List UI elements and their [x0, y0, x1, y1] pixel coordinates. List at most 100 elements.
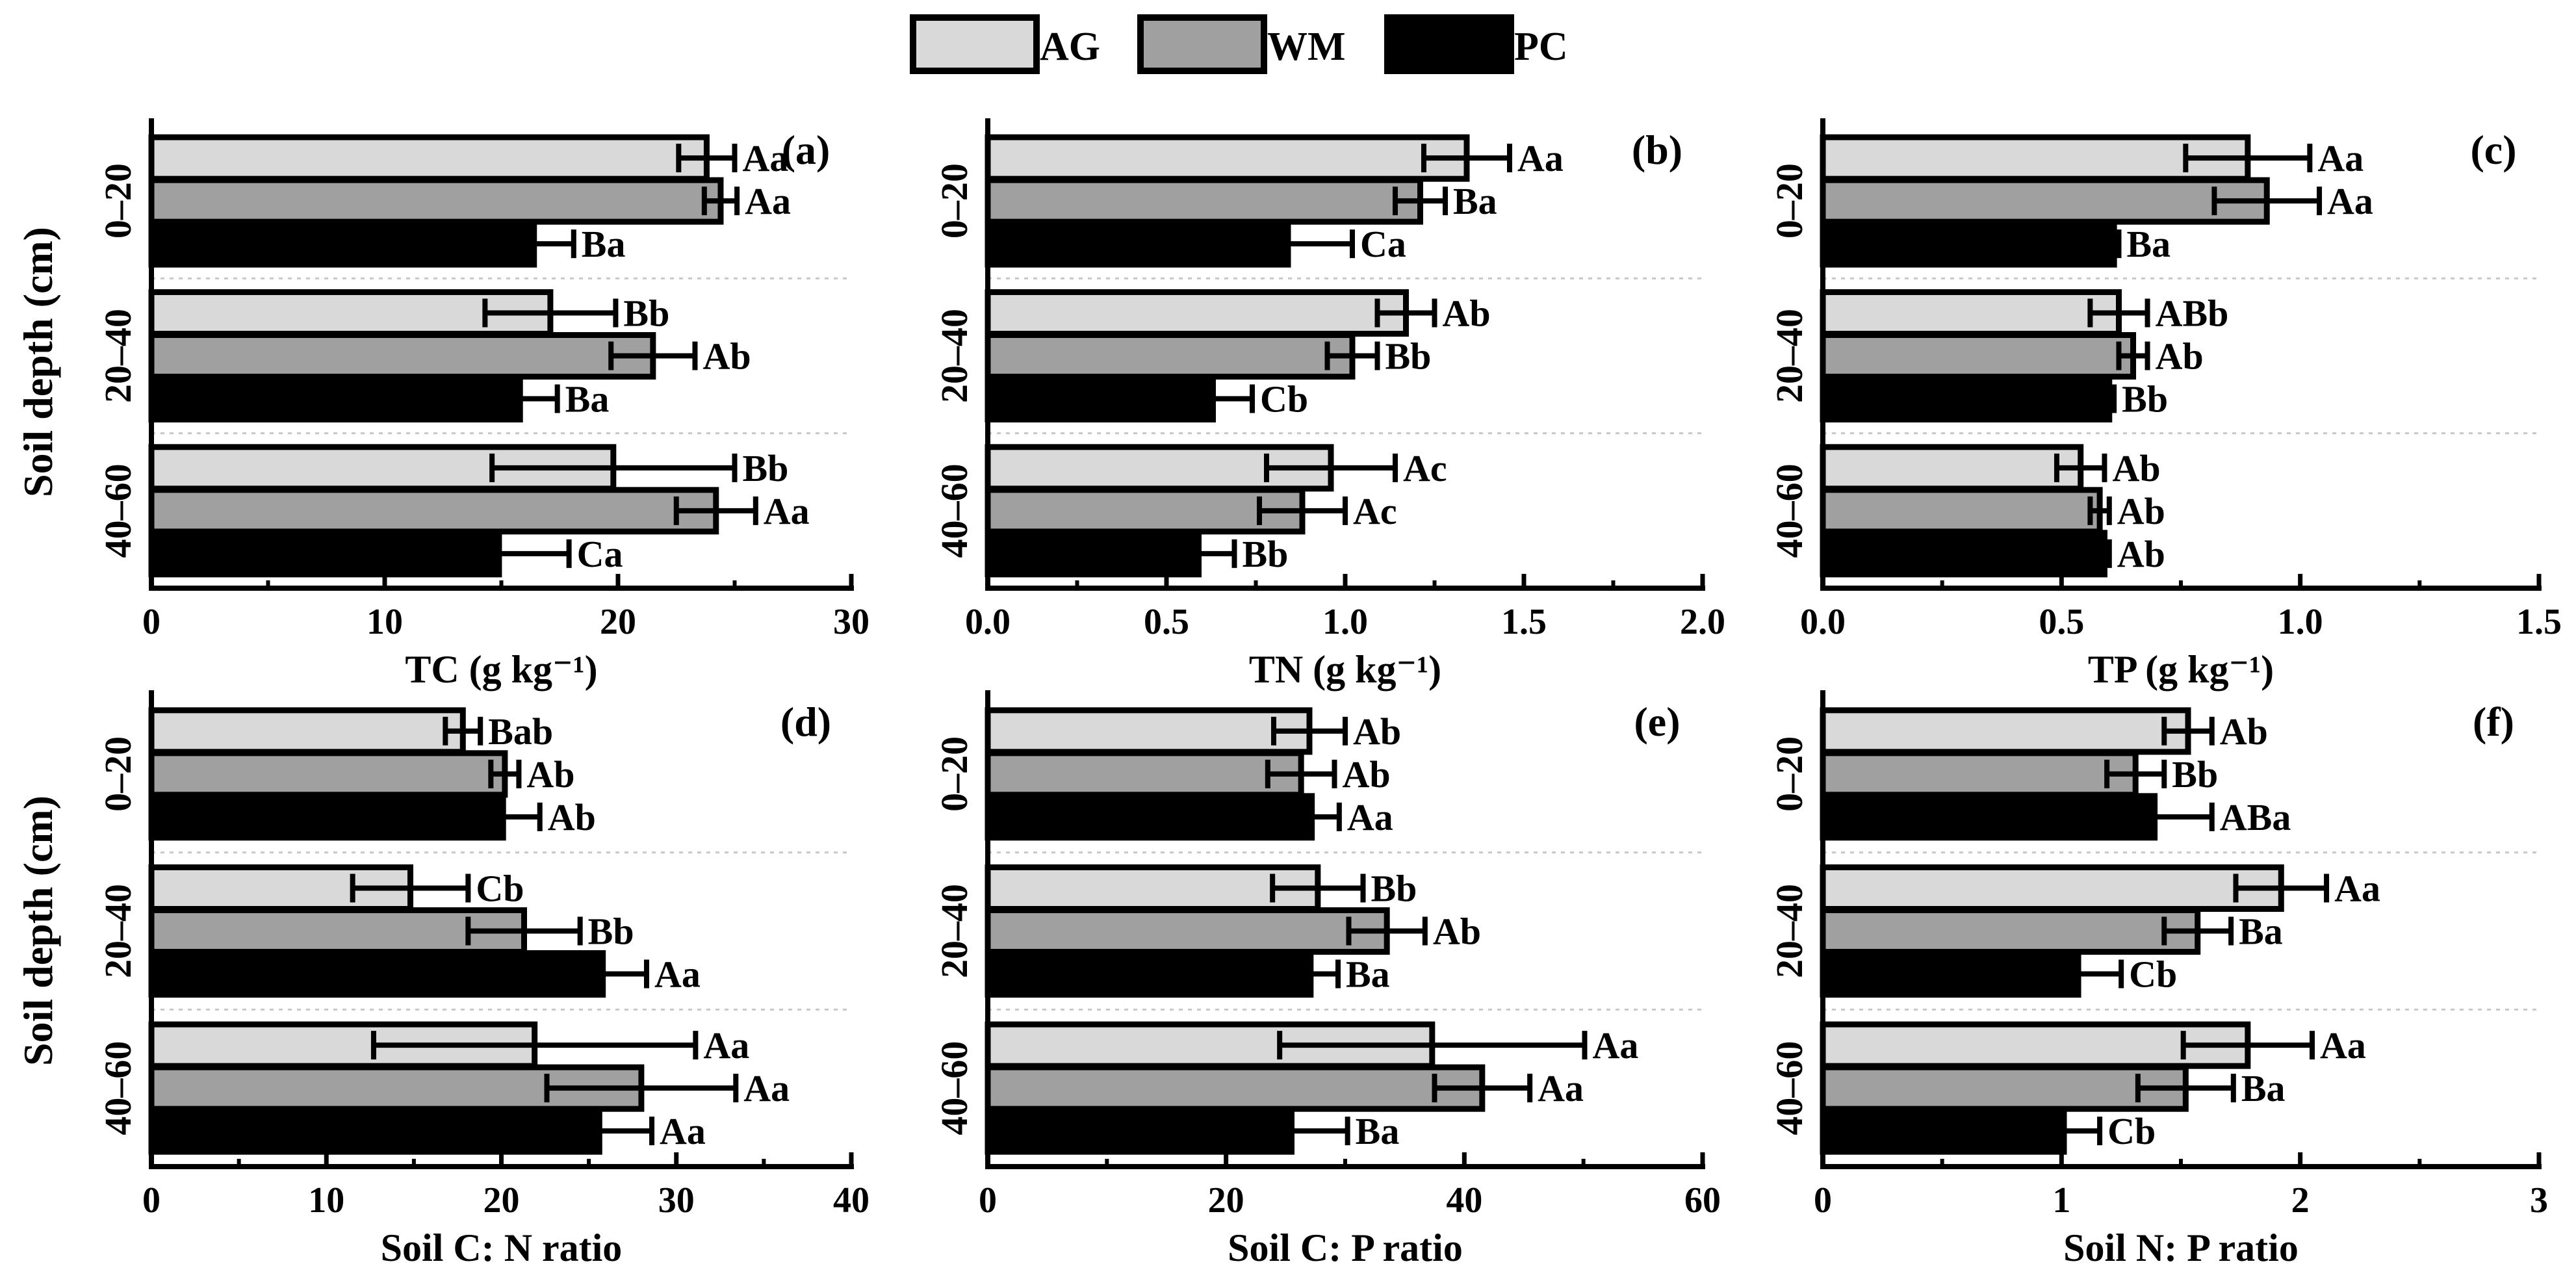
data-label: Ab: [702, 335, 751, 378]
data-label: Aa: [764, 490, 810, 532]
legend-swatch-ag: [910, 14, 1040, 74]
data-label: Ca: [1360, 223, 1406, 265]
x-tick-label: 40: [833, 1180, 869, 1221]
data-label: Bb: [2172, 753, 2218, 796]
bar: [985, 793, 1315, 841]
bar: [1820, 864, 2284, 912]
x-tick-label: 2.0: [1680, 602, 1725, 642]
x-tick-label: 0: [979, 1180, 997, 1221]
bar: [985, 907, 1390, 955]
bar: [985, 487, 1306, 535]
x-tick-label: 1.0: [1322, 602, 1368, 642]
data-label: Aa: [1593, 1024, 1639, 1067]
bar: [985, 750, 1304, 798]
bar: [985, 289, 1409, 337]
data-label: Aa: [1538, 1067, 1584, 1109]
bar: [1820, 289, 2122, 337]
x-axis-title: TP (g kg⁻¹): [2088, 648, 2274, 691]
x-tick-label: 1.5: [2516, 602, 2562, 642]
data-label: Cb: [1260, 378, 1308, 421]
data-label: Bb: [743, 447, 789, 489]
bar: [148, 707, 466, 755]
data-label: Bb: [2122, 378, 2168, 421]
x-tick-label: 40: [1446, 1180, 1482, 1221]
legend: AG WM PC: [910, 14, 1568, 74]
data-label: Ba: [1356, 1110, 1400, 1152]
x-tick-label: 0.5: [1144, 602, 1189, 642]
legend-label-ag: AG: [1040, 25, 1100, 69]
panel-label: (d): [780, 699, 831, 745]
x-axis-title: TC (g kg⁻¹): [405, 648, 597, 691]
data-label: Ac: [1353, 490, 1397, 532]
x-axis-title: Soil N: P ratio: [2063, 1226, 2299, 1269]
data-label: Ab: [526, 753, 574, 796]
bar: [1820, 444, 2084, 492]
bar: [148, 750, 508, 798]
panel-label: (c): [2470, 127, 2516, 173]
panel-label: (b): [1632, 127, 1682, 173]
depth-tick-label: 40–60: [97, 463, 139, 558]
data-label: Ba: [2239, 911, 2283, 953]
data-label: Ab: [2220, 710, 2268, 753]
data-label: ABa: [2220, 796, 2291, 838]
x-tick-label: 0: [142, 602, 161, 642]
bar: [1820, 907, 2201, 955]
data-label: Ab: [2156, 335, 2204, 378]
data-label: Ac: [1403, 447, 1447, 489]
depth-tick-label: 40–60: [97, 1041, 139, 1135]
data-label: Bb: [1371, 868, 1417, 910]
y-axis-title-bottom: Soil depth (cm): [15, 796, 61, 1066]
panel-label: (f): [2473, 699, 2514, 745]
bar: [148, 332, 656, 380]
x-axis-title: TN (g kg⁻¹): [1249, 648, 1441, 691]
depth-tick-label: 0–20: [1768, 736, 1810, 812]
data-label: Bb: [623, 292, 669, 335]
x-tick-label: 10: [308, 1180, 344, 1221]
bar: [148, 487, 719, 535]
data-label: Aa: [745, 180, 791, 222]
depth-tick-label: 20–40: [1768, 884, 1810, 978]
bar: [1820, 530, 2107, 578]
data-label: Ab: [2117, 490, 2165, 532]
data-label: Aa: [2334, 868, 2380, 910]
bar: [1820, 134, 2251, 182]
data-label: Bb: [588, 911, 634, 953]
data-label: Aa: [2320, 1024, 2366, 1067]
x-tick-label: 0.0: [1800, 602, 1846, 642]
x-axis-title: Soil C: P ratio: [1228, 1226, 1463, 1269]
x-tick-label: 2: [2291, 1180, 2310, 1221]
data-label: Bb: [1243, 533, 1289, 575]
x-tick-label: 20: [483, 1180, 520, 1221]
depth-tick-label: 0–20: [97, 736, 139, 812]
x-tick-label: 1: [2052, 1180, 2070, 1221]
bar: [1820, 487, 2103, 535]
data-label: Ba: [1346, 953, 1390, 996]
data-label: Aa: [660, 1110, 706, 1152]
x-tick-label: 60: [1684, 1180, 1721, 1221]
data-label: Aa: [703, 1024, 749, 1067]
y-axis-title-top: Soil depth (cm): [15, 227, 61, 497]
data-label: Aa: [743, 1067, 790, 1109]
depth-tick-label: 0–20: [933, 163, 975, 239]
data-label: Aa: [743, 137, 789, 179]
data-label: Ab: [2112, 447, 2160, 489]
data-label: Aa: [1517, 137, 1564, 179]
depth-tick-label: 40–60: [933, 1041, 975, 1135]
bar: [1820, 177, 2270, 225]
x-tick-label: 30: [658, 1180, 695, 1221]
depth-tick-label: 0–20: [1768, 163, 1810, 239]
data-label: Ba: [2241, 1067, 2286, 1109]
panel-label: (a): [782, 127, 831, 173]
depth-tick-label: 20–40: [1768, 309, 1810, 403]
x-tick-label: 0: [142, 1180, 161, 1221]
data-label: Bb: [1385, 335, 1432, 378]
x-tick-label: 0.5: [2039, 602, 2084, 642]
data-label: Cb: [2129, 953, 2177, 996]
data-label: Aa: [654, 953, 701, 996]
bar: [985, 1064, 1486, 1112]
data-label: Aa: [2327, 180, 2373, 222]
legend-swatch-wm: [1137, 14, 1267, 74]
data-label: Ab: [1353, 710, 1401, 753]
